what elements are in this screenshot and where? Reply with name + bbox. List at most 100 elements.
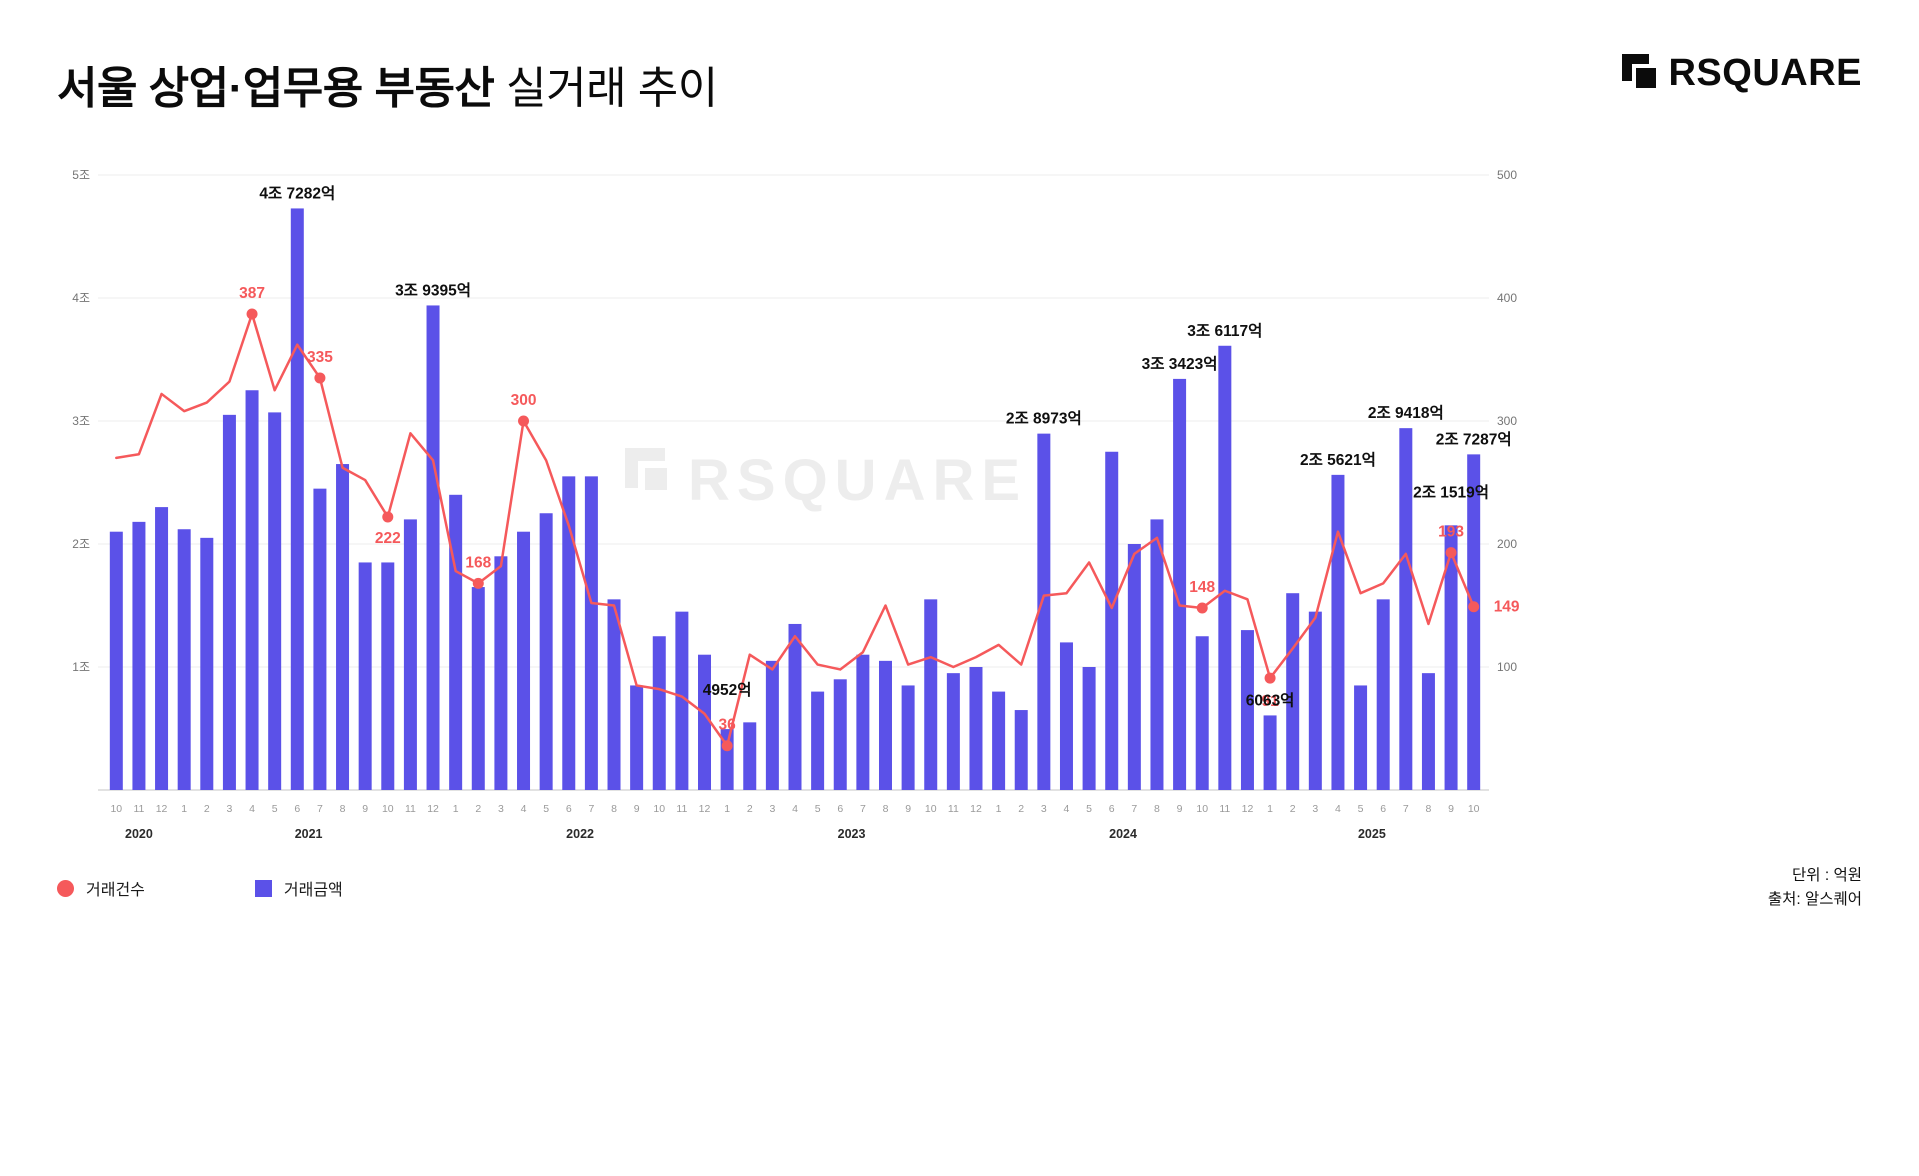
- amount-bar: [1354, 685, 1368, 790]
- month-tick-label: 9: [1177, 803, 1183, 815]
- month-tick-label: 11: [405, 803, 416, 815]
- legend-label-count: 거래건수: [86, 882, 145, 899]
- amount-bar: [177, 529, 191, 790]
- count-series-swatch-icon: [57, 879, 74, 897]
- line-value-label: 148: [1189, 579, 1215, 596]
- count-point: [1196, 602, 1208, 614]
- amount-bar: [1240, 630, 1254, 790]
- month-tick-label: 11: [948, 803, 959, 815]
- amount-bar: [1263, 715, 1277, 790]
- bar-value-label: 2조 7287억: [1436, 429, 1512, 448]
- amount-bar: [313, 488, 327, 790]
- month-tick-label: 12: [156, 803, 168, 815]
- month-tick-label: 8: [340, 803, 346, 815]
- bar-value-label: 2조 9418억: [1368, 403, 1444, 422]
- line-value-label: 193: [1438, 524, 1464, 541]
- amount-bar: [539, 513, 553, 790]
- brand-logo: RSQUARE: [1622, 52, 1862, 95]
- month-tick-label: 3: [227, 803, 233, 815]
- chart-legend: 거래건수 거래금액: [57, 876, 343, 900]
- amount-bar: [1037, 433, 1051, 790]
- amount-bar: [358, 562, 372, 790]
- month-tick-label: 5: [272, 803, 278, 815]
- month-tick-label: 6: [566, 803, 572, 815]
- amount-bar: [381, 562, 395, 790]
- month-tick-label: 9: [905, 803, 911, 815]
- watermark-logo-icon: [645, 468, 667, 490]
- amount-bar: [1059, 642, 1073, 790]
- month-tick-label: 9: [634, 803, 640, 815]
- month-tick-label: 3: [769, 803, 775, 815]
- left-axis-tick-label: 2조: [72, 537, 90, 551]
- month-tick-label: 10: [1468, 803, 1480, 815]
- year-label: 2022: [566, 827, 594, 841]
- month-tick-label: 9: [362, 803, 368, 815]
- month-tick-label: 1: [996, 803, 1002, 815]
- month-tick-label: 2: [1290, 803, 1296, 815]
- amount-bar: [788, 623, 802, 790]
- count-line: [115, 312, 1475, 747]
- amount-bar: [698, 654, 712, 790]
- amount-bar: [1444, 525, 1458, 790]
- year-label: 2024: [1109, 827, 1137, 841]
- month-tick-label: 8: [883, 803, 889, 815]
- amount-bar: [743, 722, 757, 790]
- line-value-label: 168: [465, 554, 491, 571]
- month-tick-label: 2: [1018, 803, 1024, 815]
- line-value-label: 149: [1494, 599, 1520, 616]
- month-tick-label: 9: [1448, 803, 1454, 815]
- year-label: 2020: [125, 827, 153, 841]
- amount-bar: [924, 599, 938, 790]
- watermark-text: RSQUARE: [688, 448, 1027, 513]
- month-tick-label: 4: [249, 803, 255, 815]
- month-tick-label: 4: [1064, 803, 1070, 815]
- month-tick-label: 8: [1426, 803, 1432, 815]
- amount-bar: [1467, 454, 1481, 790]
- legend-label-amount: 거래금액: [283, 882, 343, 899]
- count-point: [721, 740, 733, 752]
- amount-bar: [109, 531, 123, 790]
- month-tick-label: 7: [1403, 803, 1409, 815]
- amount-bar: [1421, 673, 1435, 790]
- amount-bar: [1399, 428, 1413, 790]
- source-note: 출처: 알스퀘어: [1767, 891, 1862, 909]
- amount-bar: [403, 519, 417, 790]
- left-axis-tick-label: 4조: [72, 291, 90, 305]
- amount-bar: [1082, 667, 1096, 790]
- bar-value-label: 4952억: [703, 680, 752, 699]
- count-point: [382, 511, 394, 523]
- amount-bar: [449, 494, 463, 790]
- amount-bar: [833, 679, 847, 790]
- amount-bar: [946, 673, 960, 790]
- amount-bar: [1150, 519, 1164, 790]
- amount-bar: [336, 464, 350, 790]
- amount-bar: [1173, 378, 1187, 790]
- legend-item-amount: 거래금액: [254, 876, 343, 900]
- amount-bar: [290, 208, 304, 790]
- count-point: [314, 372, 326, 384]
- month-tick-label: 1: [181, 803, 187, 815]
- month-tick-label: 4: [521, 803, 527, 815]
- unit-note: 단위 : 억원: [1792, 867, 1862, 884]
- right-axis-tick-label: 200: [1497, 537, 1517, 551]
- page-title-bold: 서울 상업·업무용 부동산: [57, 64, 495, 113]
- watermark-logo-icon: [625, 448, 665, 488]
- bar-value-label: 4조 7282억: [259, 183, 335, 202]
- month-tick-label: 10: [925, 803, 937, 815]
- right-axis-tick-label: 100: [1497, 660, 1517, 674]
- month-tick-label: 7: [1131, 803, 1137, 815]
- count-point: [1468, 601, 1480, 613]
- month-tick-label: 12: [427, 803, 439, 815]
- amount-bar: [132, 521, 146, 790]
- count-point: [472, 577, 484, 589]
- month-tick-label: 1: [724, 803, 730, 815]
- legend-item-count: 거래건수: [57, 876, 145, 900]
- month-tick-label: 11: [133, 803, 144, 815]
- month-tick-label: 5: [1358, 803, 1364, 815]
- bar-value-label: 6063억: [1246, 690, 1295, 709]
- amount-bar: [1376, 599, 1390, 790]
- month-tick-label: 12: [1242, 803, 1254, 815]
- month-tick-label: 2: [204, 803, 210, 815]
- month-tick-label: 6: [294, 803, 300, 815]
- month-tick-label: 4: [792, 803, 798, 815]
